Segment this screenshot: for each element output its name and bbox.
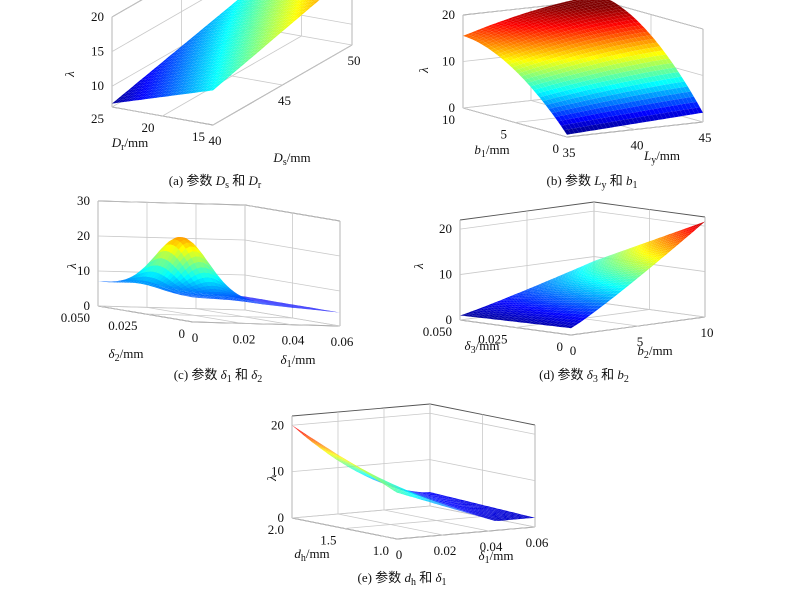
y-tick-label: 2.0 bbox=[268, 522, 284, 537]
x-tick-label: 0.06 bbox=[331, 334, 354, 349]
x-axis-label: Ly/mm bbox=[643, 148, 680, 166]
y-axis-label: b1/mm bbox=[474, 142, 509, 160]
x-tick-label: 0.04 bbox=[282, 333, 305, 348]
y-tick-label: 20 bbox=[142, 120, 155, 135]
z-tick-label: 10 bbox=[91, 78, 104, 93]
y-tick-label: 15 bbox=[192, 129, 205, 144]
z-tick-label: 30 bbox=[77, 193, 90, 208]
x-tick-label: 0.02 bbox=[233, 331, 256, 346]
surface-mesh bbox=[98, 237, 340, 313]
z-axis-label: λ bbox=[264, 475, 279, 482]
panel-caption: (b) 参数 Ly 和 b1 bbox=[547, 173, 638, 191]
y-tick-label: 0 bbox=[553, 141, 560, 156]
surface-mesh bbox=[463, 0, 703, 135]
panel-caption: (a) 参数 Ds 和 Dr bbox=[169, 173, 262, 191]
z-axis-label: λ bbox=[416, 67, 431, 74]
surface-plot-e: 0 10 20 λ 0 0.02 0.04 0.06 1.0 1.5 2.0 δ1/mm dh/mm (e… bbox=[264, 403, 549, 588]
y-tick-label: 0.025 bbox=[108, 318, 137, 333]
surface-mesh bbox=[112, 0, 320, 104]
y-axis-label: δ2/mm bbox=[109, 346, 144, 364]
x-axis-label: Ds/mm bbox=[272, 150, 310, 168]
z-tick-label: 15 bbox=[91, 44, 104, 59]
x-tick-label: 45 bbox=[278, 93, 291, 108]
z-tick-label: 0 bbox=[446, 312, 453, 327]
x-tick-label: 0.06 bbox=[526, 535, 549, 550]
panel-caption: (d) 参数 δ3 和 b2 bbox=[539, 367, 629, 385]
y-tick-label: 25 bbox=[91, 111, 104, 126]
y-tick-label: 0.025 bbox=[478, 332, 507, 347]
x-tick-label: 0.02 bbox=[434, 543, 457, 558]
surface-plot-d: 0 10 20 λ 0 5 10 0 0.025 0.050 b2/mm δ3/mm (d) 参数 δ3… bbox=[411, 201, 714, 385]
z-tick-label: 10 bbox=[77, 263, 90, 278]
z-tick-label: 20 bbox=[77, 228, 90, 243]
x-axis-label: δ1/mm bbox=[281, 352, 316, 370]
panel-caption: (c) 参数 δ1 和 δ2 bbox=[174, 367, 263, 385]
y-tick-label: 0 bbox=[179, 326, 186, 341]
z-tick-label: 10 bbox=[442, 54, 455, 69]
x-tick-label: 45 bbox=[699, 130, 712, 145]
x-tick-label: 50 bbox=[348, 53, 361, 68]
z-axis-label: λ bbox=[64, 263, 79, 270]
y-tick-label: 1.5 bbox=[320, 533, 336, 548]
surface-mesh bbox=[292, 425, 535, 521]
panel-caption: (e) 参数 dh 和 δ1 bbox=[358, 570, 447, 588]
y-tick-label: 5 bbox=[501, 127, 508, 142]
z-axis-label: λ bbox=[411, 263, 426, 270]
x-tick-label: 10 bbox=[701, 325, 714, 340]
x-tick-label: 40 bbox=[209, 133, 222, 148]
z-tick-label: 0 bbox=[84, 298, 91, 313]
x-tick-label: 0 bbox=[192, 330, 199, 345]
y-axis-label: dh/mm bbox=[294, 546, 329, 564]
z-tick-label: 20 bbox=[442, 7, 455, 22]
y-tick-label: 0 bbox=[557, 339, 564, 354]
x-tick-label: 40 bbox=[631, 138, 644, 153]
z-tick-label: 20 bbox=[271, 417, 284, 432]
x-tick-label: 0.04 bbox=[480, 539, 503, 554]
y-tick-label: 10 bbox=[442, 112, 455, 127]
y-tick-label: 1.0 bbox=[373, 543, 389, 558]
y-axis-label: Dr/mm bbox=[111, 135, 149, 153]
surface-mesh bbox=[460, 221, 705, 329]
y-tick-label: 0.050 bbox=[423, 324, 452, 339]
x-tick-label: 0 bbox=[396, 547, 403, 562]
x-axis-label: δ1/mm bbox=[479, 548, 514, 566]
axes-box bbox=[291, 403, 536, 540]
y-tick-label: 0.050 bbox=[61, 310, 90, 325]
y-axis-label: δ3/mm bbox=[465, 338, 500, 356]
z-tick-label: 10 bbox=[439, 267, 452, 282]
z-tick-label: 20 bbox=[91, 9, 104, 24]
x-tick-label: 0 bbox=[570, 343, 577, 358]
surface-plot-c: 0 10 20 30 λ 0 0.02 0.04 0.06 0 0.025 0.050 δ1/mm δ2/… bbox=[61, 193, 354, 385]
surface-plot-a: 10 15 20 λ 40 45 50 15 20 25 Ds/mm Dr/mm (a) 参数 Ds 和… bbox=[62, 0, 361, 191]
z-tick-label: 20 bbox=[439, 221, 452, 236]
x-tick-label: 5 bbox=[637, 334, 644, 349]
x-tick-label: 35 bbox=[563, 145, 576, 160]
z-tick-label: 0 bbox=[449, 100, 456, 115]
z-tick-label: 10 bbox=[271, 464, 284, 479]
x-axis-label: b2/mm bbox=[637, 343, 672, 361]
z-axis-label: λ bbox=[62, 71, 77, 78]
z-tick-label: 0 bbox=[278, 510, 285, 525]
